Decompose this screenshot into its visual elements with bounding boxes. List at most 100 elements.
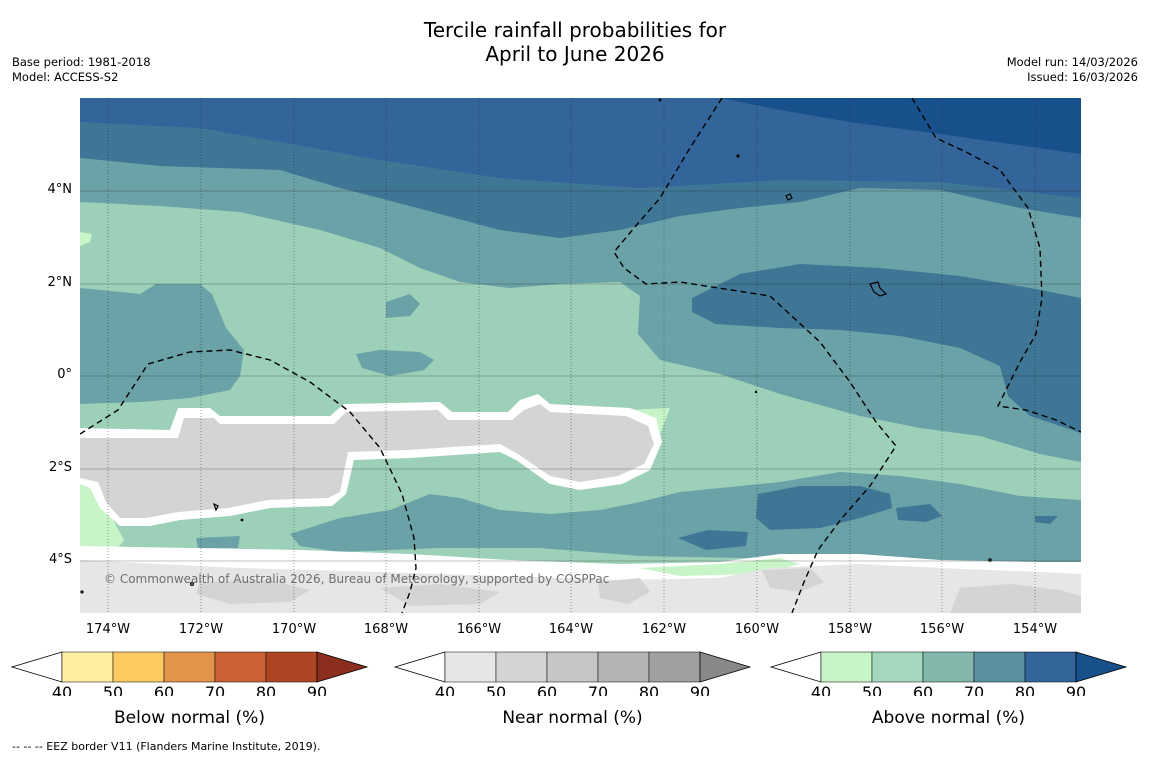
colorbar-segment [546, 651, 599, 683]
colorbar-below-label: Below normal (%) [114, 708, 265, 728]
region-above-80-south-a [756, 486, 892, 530]
region-near-60-south-d [762, 568, 824, 592]
eez-border-east [911, 98, 1081, 433]
longitude-label: 162°W [641, 622, 687, 637]
colorbar-extend-low [10, 651, 63, 683]
island-h [80, 590, 84, 594]
colorbar-extend-low [769, 651, 822, 683]
colorbar-near-label: Near normal (%) [502, 708, 643, 728]
colorbar-tick-label: 70 [964, 683, 984, 696]
colorbar-tick-label: 50 [486, 683, 506, 696]
longitude-label: 166°W [456, 622, 502, 637]
latitude-label: 2°N [47, 275, 73, 290]
colorbar-tick-label: 70 [588, 683, 608, 696]
colorbar-tick-label: 80 [1015, 683, 1035, 696]
longitude-label: 158°W [827, 622, 873, 637]
colorbar-near: 40 50 60 70 80 90 [393, 651, 752, 696]
colorbar-extend-low [393, 651, 446, 683]
region-above-80-east [692, 264, 1081, 433]
gridlines [107, 98, 1036, 613]
colorbar-above: 40 50 60 70 80 90 [769, 651, 1128, 696]
colorbar-segment [163, 651, 216, 683]
region-above-70-north-lobe [386, 294, 420, 318]
region-above-40-west [80, 232, 92, 246]
region-near-60-south-c [598, 578, 650, 604]
colorbar-below: 40 50 60 70 80 90 [10, 651, 369, 696]
island-g [988, 558, 992, 562]
meta-left: Base period: 1981-2018 Model: ACCESS-S2 [12, 55, 151, 85]
island-f [658, 98, 662, 102]
island-e [736, 154, 740, 158]
island-i [754, 390, 758, 394]
colorbar-tick-label: 50 [103, 683, 123, 696]
eez-border-central [613, 98, 897, 613]
colorbar-tick-label: 80 [256, 683, 276, 696]
island-kiritimati [869, 281, 888, 297]
region-near-60 [80, 404, 654, 518]
colorbar-tick-label: 90 [307, 683, 327, 696]
chart-title: Tercile rainfall probabilities for April… [0, 18, 1150, 66]
colorbar-segment [112, 651, 165, 683]
colorbar-extend-high [699, 651, 752, 683]
colorbar-segment [61, 651, 114, 683]
eez-footnote: -- -- -- EEZ border V11 (Flanders Marine… [12, 740, 321, 753]
island-b [212, 502, 219, 512]
longitude-label: 168°W [363, 622, 409, 637]
latitude-label: 4°N [47, 182, 73, 197]
colorbar-tick-label: 80 [639, 683, 659, 696]
longitude-label: 156°W [919, 622, 965, 637]
longitude-label: 154°W [1012, 622, 1058, 637]
colorbar-tick-label: 90 [690, 683, 710, 696]
map-panel: © Commonwealth of Australia 2026, Bureau… [80, 98, 1081, 613]
meta-right: Model run: 14/03/2026 Issued: 16/03/2026 [1007, 55, 1138, 85]
colorbar-tick-label: 40 [435, 683, 455, 696]
longitude-label: 174°W [85, 622, 131, 637]
colorbar-extend-high [1075, 651, 1128, 683]
region-above-80-south-c [678, 530, 748, 550]
issued-date: Issued: 16/03/2026 [1027, 70, 1138, 84]
longitude-label: 160°W [734, 622, 780, 637]
colorbar-above-label: Above normal (%) [871, 708, 1026, 728]
latitude-gridlines [80, 190, 1081, 562]
colorbar-tick-label: 40 [52, 683, 72, 696]
base-period: Base period: 1981-2018 [12, 55, 151, 69]
colorbar-segment [265, 651, 318, 683]
islands [80, 98, 992, 594]
model-run: Model run: 14/03/2026 [1006, 55, 1138, 69]
colorbar-segment [597, 651, 650, 683]
latitude-label: 4°S [48, 552, 72, 567]
eez-borders [80, 98, 1081, 613]
colorbar-segment [1024, 651, 1077, 683]
region-above-70-west [80, 284, 244, 404]
colorbar-tick-label: 40 [811, 683, 831, 696]
colorbar-segment [214, 651, 267, 683]
eez-border-west [80, 349, 417, 613]
longitude-label: 172°W [178, 622, 224, 637]
colorbar-tick-label: 70 [205, 683, 225, 696]
model-name: Model: ACCESS-S2 [12, 70, 119, 84]
colorbar-segment [444, 651, 497, 683]
colorbar-segment [648, 651, 701, 683]
colorbar-tick-label: 60 [913, 683, 933, 696]
colorbar-tick-label: 90 [1066, 683, 1086, 696]
region-above-70-central [356, 350, 434, 376]
region-above-80-south-b [896, 504, 942, 522]
island-a [785, 193, 793, 201]
probability-map: © Commonwealth of Australia 2026, Bureau… [80, 98, 1081, 613]
island-d [189, 582, 194, 587]
colorbar-segment [820, 651, 873, 683]
region-near-60-south-b [380, 584, 500, 606]
longitude-label: 170°W [271, 622, 317, 637]
title-line-2: April to June 2026 [485, 42, 665, 66]
latitude-label: 0° [57, 367, 72, 382]
colorbar-extend-high [316, 651, 369, 683]
longitude-label: 164°W [548, 622, 594, 637]
colorbar-tick-label: 60 [537, 683, 557, 696]
region-above-40-sw [80, 480, 124, 550]
region-near-60-south-a [196, 580, 310, 604]
title-line-1: Tercile rainfall probabilities for [423, 18, 727, 42]
colorbar-segment [871, 651, 924, 683]
copyright-credit: © Commonwealth of Australia 2026, Bureau… [104, 572, 609, 586]
colorbar-tick-label: 60 [154, 683, 174, 696]
latitude-label: 2°S [48, 460, 72, 475]
